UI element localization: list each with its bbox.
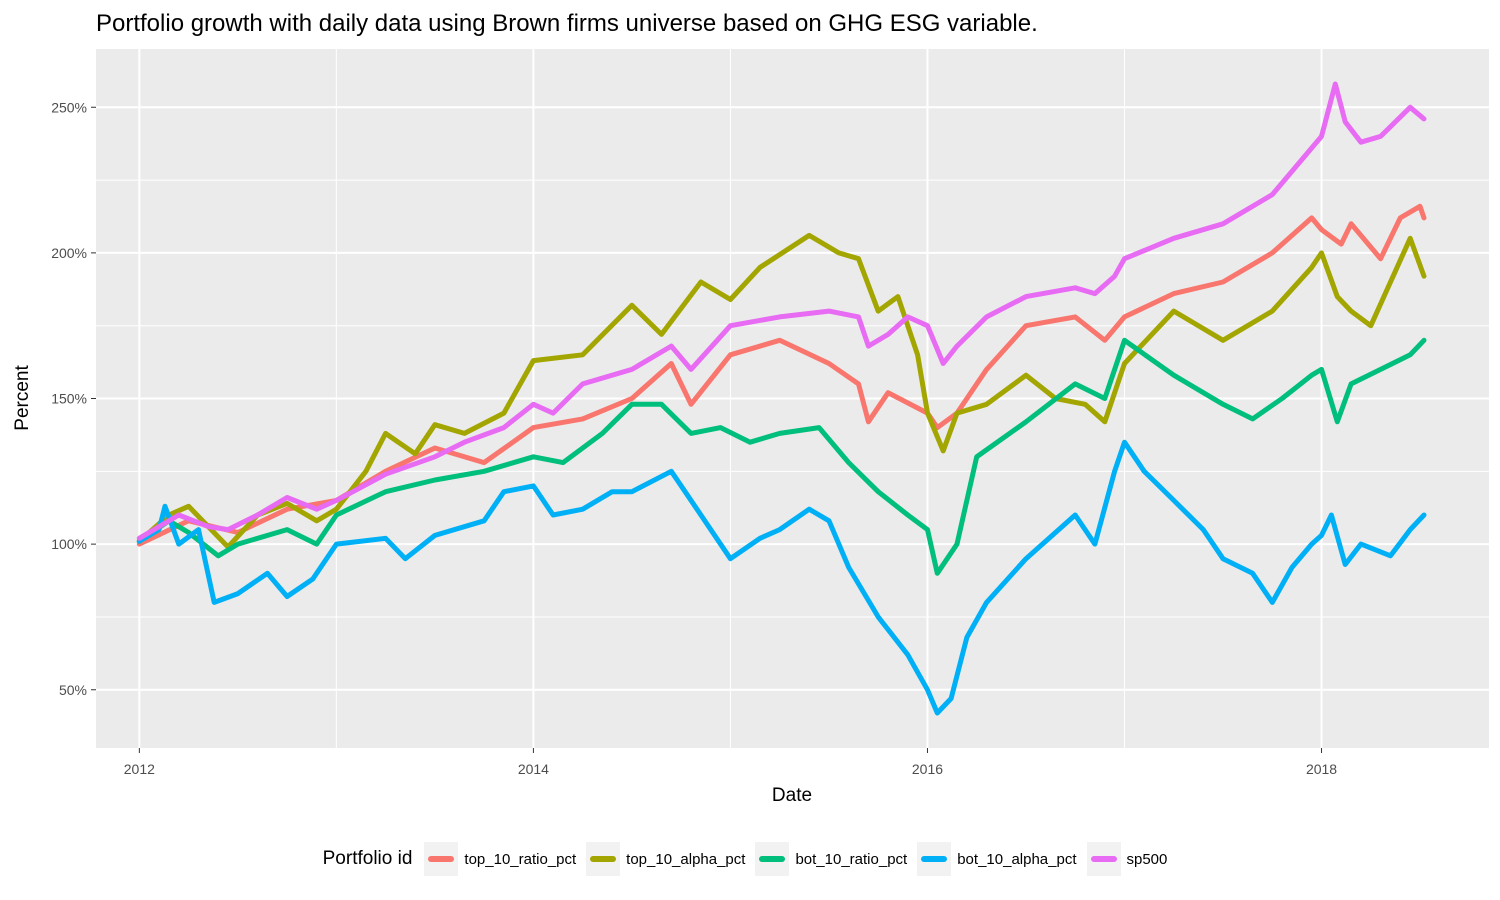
legend-item-top-10-alpha-pct: top_10_alpha_pct [586,842,745,876]
legend-key [424,842,459,876]
legend: Portfolio id top_10_ratio_pct top_10_alp… [0,842,1500,876]
x-axis: 2012 2014 2016 2018 [124,748,1337,777]
legend-item-top-10-ratio-pct: top_10_ratio_pct [424,842,576,876]
legend-key [586,842,621,876]
y-tick-label: 50% [59,682,87,698]
series-line-top_10_alpha_pct [136,232,1427,550]
x-tick-label: 2018 [1306,761,1337,777]
series-line-bot_10_ratio_pct [136,337,1427,576]
legend-key [755,842,790,876]
y-tick-label: 100% [51,536,87,552]
legend-swatch [759,856,786,862]
legend-label: sp500 [1126,850,1168,868]
y-tick-label: 200% [51,245,87,261]
x-axis-title: Date [772,785,812,806]
legend-label: bot_10_ratio_pct [795,850,908,868]
legend-swatch [1090,856,1117,862]
legend-item-bot-10-alpha-pct: bot_10_alpha_pct [917,842,1077,876]
legend-label: bot_10_alpha_pct [957,850,1077,868]
y-tick-label: 150% [51,391,87,407]
legend-item-sp500: sp500 [1086,842,1168,876]
y-axis: 50% 100% 150% 200% 250% [51,99,96,698]
legend-label: top_10_alpha_pct [626,850,746,868]
legend-item-bot-10-ratio-pct: bot_10_ratio_pct [755,842,907,876]
y-tick-label: 250% [51,99,87,115]
legend-title: Portfolio id [322,848,413,869]
series-line-sp500 [136,81,1427,541]
major-gridlines [96,49,1489,748]
series-layer [136,81,1427,716]
legend-swatch [921,856,948,862]
legend-swatch [590,856,617,862]
chart-title: Portfolio growth with daily data using B… [96,10,1038,37]
x-tick-label: 2014 [518,761,549,777]
legend-key [917,842,952,876]
series-line-bot_10_alpha_pct [136,439,1427,716]
y-axis-title: Percent [12,365,33,431]
legend-label: top_10_ratio_pct [464,850,577,868]
x-tick-label: 2012 [124,761,155,777]
x-tick-label: 2016 [912,761,943,777]
legend-swatch [428,856,455,862]
legend-key [1086,842,1121,876]
